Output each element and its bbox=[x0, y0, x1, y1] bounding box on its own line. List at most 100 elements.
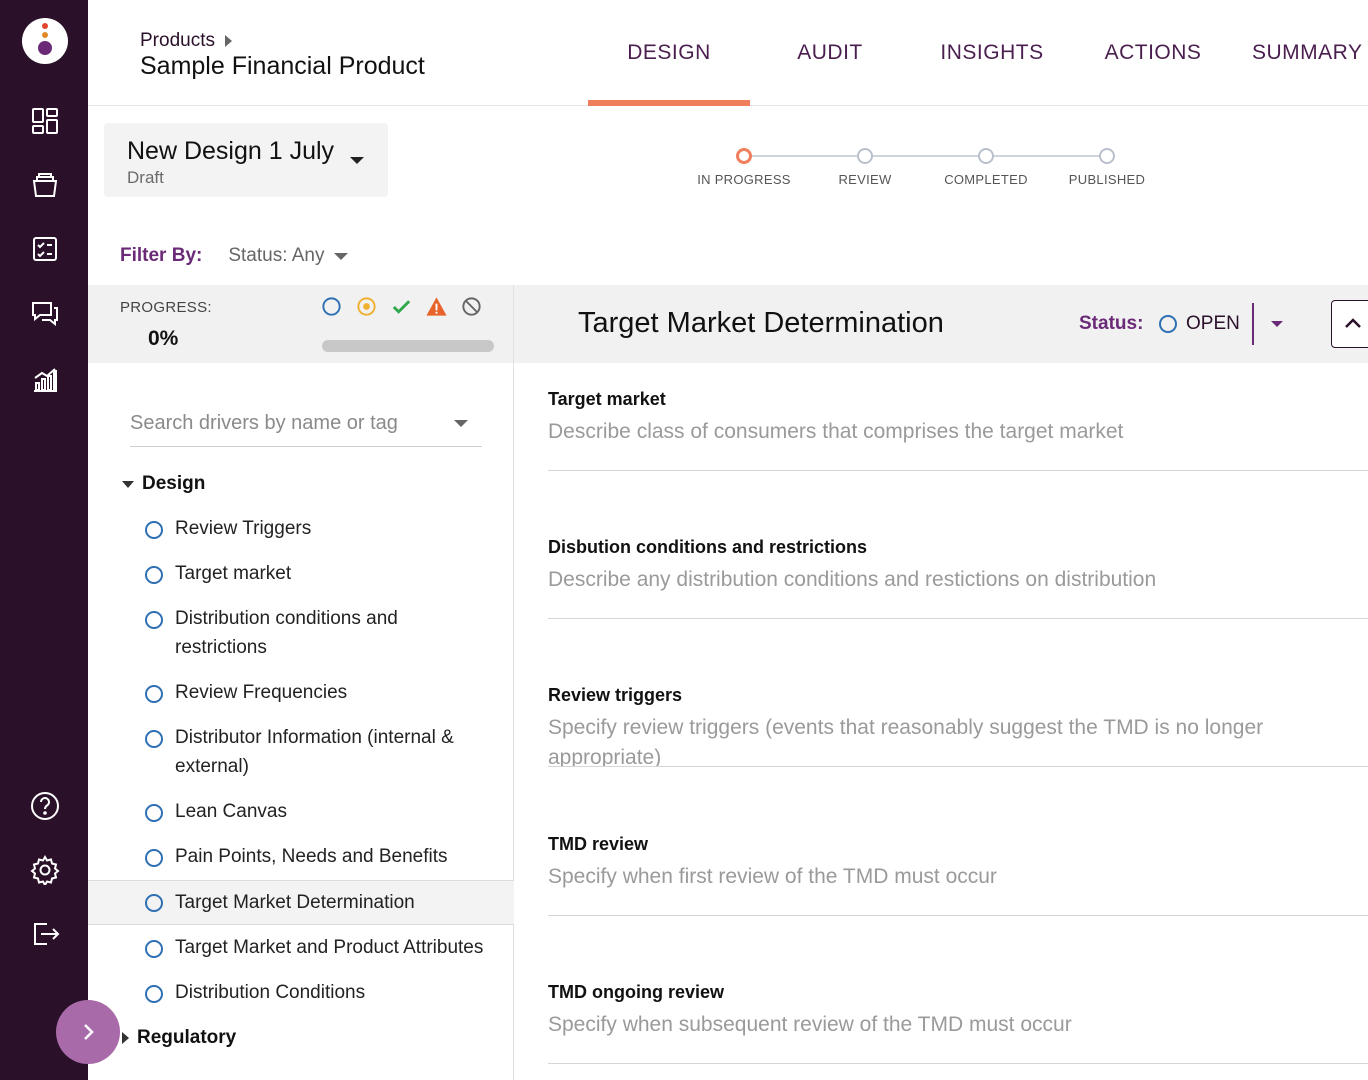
tree-group-label: Regulatory bbox=[137, 1027, 237, 1048]
tmd-review-input[interactable] bbox=[548, 862, 1368, 916]
field-label: Disbution conditions and restrictions bbox=[548, 537, 868, 557]
field-tmd-ongoing-review: TMD ongoing review bbox=[548, 982, 1368, 1080]
caret-right-icon bbox=[122, 1032, 129, 1044]
breadcrumb-products-link[interactable]: Products bbox=[140, 30, 215, 51]
dashboard-icon[interactable] bbox=[29, 105, 61, 137]
folder-icon[interactable] bbox=[29, 169, 61, 201]
open-circle-icon bbox=[145, 730, 163, 748]
open-circle-icon bbox=[145, 849, 163, 867]
gear-icon[interactable] bbox=[29, 854, 61, 886]
tree-item-lean-canvas[interactable]: Lean Canvas bbox=[88, 801, 514, 826]
open-circle-icon bbox=[145, 893, 163, 912]
step-dot bbox=[978, 148, 994, 164]
driver-title: Target Market Determination bbox=[578, 307, 944, 339]
distribution-conditions-input[interactable] bbox=[548, 565, 1368, 619]
field-label: TMD ongoing review bbox=[548, 982, 725, 1002]
driver-search-input[interactable] bbox=[130, 401, 450, 445]
tab-actions[interactable]: ACTIONS bbox=[1104, 41, 1202, 64]
chevron-right-icon bbox=[84, 1024, 94, 1040]
progress-label: PROGRESS: bbox=[120, 299, 212, 316]
progress-bar bbox=[322, 340, 494, 352]
tree-item-review-triggers[interactable]: Review Triggers bbox=[88, 518, 514, 543]
step-completed[interactable]: COMPLETED bbox=[926, 148, 1046, 187]
tab-design[interactable]: DESIGN bbox=[588, 0, 750, 106]
check-icon[interactable] bbox=[390, 295, 413, 318]
tmd-ongoing-review-input[interactable] bbox=[548, 1010, 1368, 1064]
breadcrumb-caret-icon bbox=[224, 35, 232, 47]
tab-summary[interactable]: SUMMARY bbox=[1252, 41, 1363, 64]
open-circle-icon bbox=[145, 566, 163, 584]
open-circle-icon[interactable] bbox=[320, 295, 343, 318]
warning-icon[interactable] bbox=[425, 295, 448, 318]
open-circle-icon bbox=[145, 804, 163, 822]
tree-item-label: Target Market and Product Attributes bbox=[175, 937, 484, 958]
status-divider bbox=[1252, 303, 1254, 345]
tree-item-target-market[interactable]: Target market bbox=[88, 563, 514, 588]
left-rail bbox=[0, 0, 88, 1080]
design-status: Draft bbox=[127, 168, 164, 187]
step-review[interactable]: REVIEW bbox=[805, 148, 925, 187]
field-distribution-conditions: Disbution conditions and restrictions bbox=[548, 537, 1368, 687]
open-circle-icon bbox=[145, 611, 163, 629]
field-tmd-review: TMD review bbox=[548, 834, 1368, 984]
collapse-button[interactable] bbox=[1331, 300, 1368, 348]
tree-item-label: Lean Canvas bbox=[175, 801, 287, 822]
tree-group-regulatory[interactable]: Regulatory bbox=[122, 1027, 236, 1049]
step-in-progress[interactable]: IN PROGRESS bbox=[684, 148, 804, 187]
help-icon[interactable] bbox=[29, 790, 61, 822]
blocked-icon[interactable] bbox=[460, 295, 483, 318]
main-tabs: DESIGN AUDIT INSIGHTS ACTIONS SUMMARY bbox=[588, 0, 1368, 106]
design-version-select[interactable]: New Design 1 July Draft bbox=[104, 123, 388, 197]
driver-header: Target Market Determination Status: OPEN bbox=[514, 285, 1368, 363]
tree-item-label: Review Frequencies bbox=[175, 682, 348, 703]
status-dropdown-icon[interactable] bbox=[1271, 321, 1283, 327]
review-triggers-input[interactable] bbox=[548, 713, 1368, 767]
stepper-track bbox=[744, 155, 1106, 157]
tree-group-label: Design bbox=[142, 473, 206, 494]
open-circle-icon bbox=[145, 985, 163, 1003]
status-filter-select[interactable]: Status: Any bbox=[228, 245, 349, 267]
analytics-icon[interactable] bbox=[29, 363, 61, 395]
tree-item-target-market-determination[interactable]: Target Market Determination bbox=[88, 880, 514, 925]
tree-item-distribution-conditions-restrictions[interactable]: Distribution conditions and restrictions bbox=[88, 608, 514, 662]
open-circle-icon bbox=[145, 521, 163, 539]
app-logo[interactable] bbox=[22, 18, 68, 64]
tree-item-pain-points[interactable]: Pain Points, Needs and Benefits bbox=[88, 846, 514, 871]
logout-icon[interactable] bbox=[29, 918, 61, 950]
tab-insights[interactable]: INSIGHTS bbox=[940, 41, 1044, 64]
status-filter-value: Status: Any bbox=[228, 245, 325, 266]
tab-audit[interactable]: AUDIT bbox=[797, 41, 863, 64]
chevron-down-icon bbox=[350, 157, 364, 164]
chevron-down-icon bbox=[334, 252, 349, 260]
step-dot bbox=[1099, 148, 1115, 164]
tree-item-distributor-information[interactable]: Distributor Information (internal & exte… bbox=[88, 727, 514, 781]
progress-value: 0% bbox=[148, 327, 179, 350]
status-filter-icons bbox=[320, 295, 483, 318]
step-dot bbox=[736, 148, 752, 164]
step-published[interactable]: PUBLISHED bbox=[1047, 148, 1167, 187]
chevron-down-icon[interactable] bbox=[454, 420, 468, 427]
checklist-icon[interactable] bbox=[29, 233, 61, 265]
chevron-up-icon bbox=[1345, 318, 1361, 328]
in-progress-icon[interactable] bbox=[355, 295, 378, 318]
step-label: PUBLISHED bbox=[1068, 172, 1146, 187]
driver-search bbox=[130, 401, 482, 447]
tree-item-distribution-conditions[interactable]: Distribution Conditions bbox=[88, 982, 514, 1007]
tree-item-label: Distributor Information (internal & exte… bbox=[175, 727, 454, 777]
tree-item-label: Distribution conditions and restrictions bbox=[175, 608, 398, 658]
tree-item-target-market-product-attributes[interactable]: Target Market and Product Attributes bbox=[88, 937, 514, 962]
filter-bar: Filter By: Status: Any bbox=[120, 245, 349, 267]
open-circle-icon bbox=[145, 940, 163, 958]
tree-item-label: Pain Points, Needs and Benefits bbox=[175, 846, 448, 867]
tree-item-review-frequencies[interactable]: Review Frequencies bbox=[88, 682, 514, 707]
status-label: Status: bbox=[1079, 313, 1144, 334]
step-label: IN PROGRESS bbox=[697, 172, 791, 187]
expand-sidebar-button[interactable] bbox=[56, 1000, 120, 1064]
chat-icon[interactable] bbox=[29, 297, 61, 329]
open-circle-icon bbox=[145, 685, 163, 703]
progress-panel: PROGRESS: 0% bbox=[88, 285, 514, 363]
tree-group-design[interactable]: Design bbox=[122, 473, 205, 495]
open-circle-icon bbox=[1159, 315, 1177, 333]
filter-label: Filter By: bbox=[120, 245, 203, 266]
target-market-input[interactable] bbox=[548, 417, 1368, 471]
